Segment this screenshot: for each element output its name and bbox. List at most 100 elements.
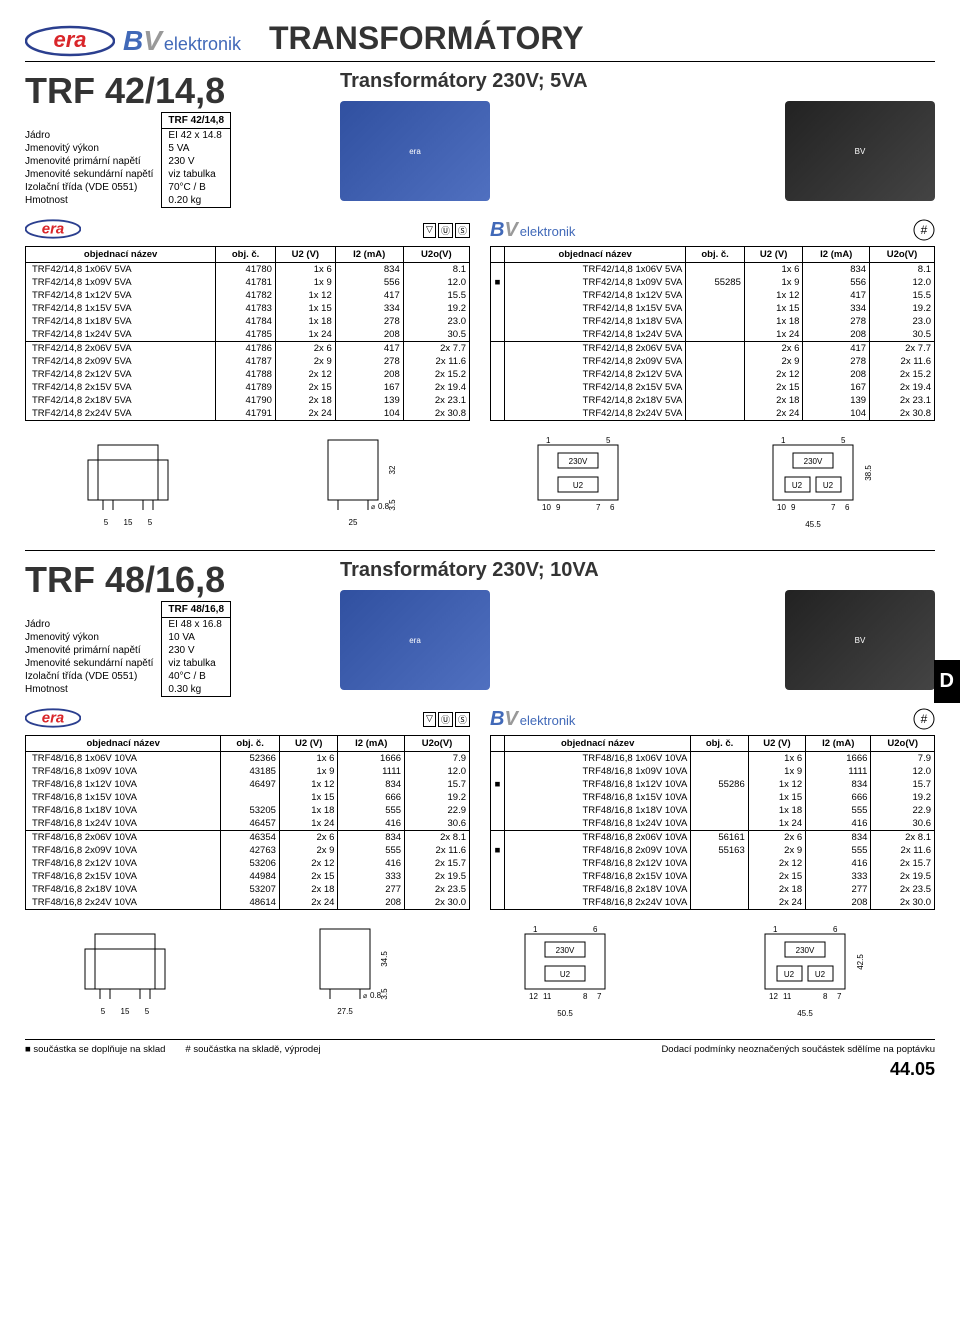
side-tab: D: [934, 660, 960, 703]
brand-row-right: BVelektronik #: [490, 216, 935, 244]
table-row: TRF42/14,8 1x15V 5VA1x 1533419.2: [491, 302, 935, 315]
section-2-header: TRF 48/16,8 TRF 48/16,8JádroEI 48 x 16.8…: [25, 559, 935, 697]
table-row: TRF42/14,8 2x15V 5VA417892x 151672x 19.4: [26, 381, 470, 394]
svg-text:6: 6: [593, 925, 598, 934]
model-col: TRF 42/14,8 TRF 42/14,8JádroEI 42 x 14.8…: [25, 70, 325, 208]
sub-title: Transformátory 230V; 5VA: [340, 70, 935, 93]
svg-text:8: 8: [583, 992, 588, 1001]
brand-row-right-2: BVelektronik #: [490, 705, 935, 733]
diagram-pinout-2b: 230V U2 U2 16 121187 45.5 42.5: [745, 924, 895, 1019]
model-title-2: TRF 48/16,8: [25, 559, 325, 601]
subtitle-col-2: Transformátory 230V; 10VA era BV: [340, 559, 935, 697]
table-row: TRF48/16,8 1x15V 10VA1x 1566619.2: [26, 791, 470, 804]
diagram-side-2: 5 15 5: [65, 924, 185, 1019]
table-row: TRF42/14,8 1x09V 5VA417811x 955612.0: [26, 276, 470, 289]
svg-text:9: 9: [556, 503, 561, 512]
table-row: TRF48/16,8 2x09V 10VA427632x 95552x 11.6: [26, 844, 470, 857]
bv-b: B: [123, 25, 143, 57]
product-image-era: era: [340, 101, 490, 201]
page: era BVelektronik TRANSFORMÁTORY TRF 42/1…: [0, 0, 960, 1100]
table-row: TRF48/16,8 2x24V 10VA486142x 242082x 30.…: [26, 896, 470, 910]
sub-title-2: Transformátory 230V; 10VA: [340, 559, 935, 582]
table-row: TRF48/16,8 1x09V 10VA431851x 9111112.0: [26, 765, 470, 778]
svg-text:230V: 230V: [556, 946, 575, 955]
era-logo-small: era: [25, 219, 81, 242]
table-row: TRF42/14,8 2x18V 5VA417902x 181392x 23.1: [26, 394, 470, 407]
csa-icon: Ⓢ: [455, 712, 470, 727]
bv-v: V: [143, 25, 162, 57]
table-row: TRF48/16,8 2x18V 10VA2x 182772x 23.5: [491, 883, 935, 896]
divider: [25, 61, 935, 62]
svg-text:34.5: 34.5: [380, 951, 389, 967]
bv-logo-small: BVelektronik: [490, 219, 575, 242]
svg-text:era: era: [42, 220, 64, 237]
svg-text:⌀: ⌀: [371, 504, 375, 511]
svg-text:1: 1: [533, 925, 538, 934]
svg-text:⌀: ⌀: [363, 993, 367, 1000]
svg-text:3.5: 3.5: [388, 499, 397, 511]
svg-text:5: 5: [101, 1007, 106, 1016]
csa-icon: Ⓢ: [455, 223, 470, 238]
svg-text:5: 5: [841, 436, 846, 445]
svg-text:5: 5: [147, 518, 152, 527]
table-row: TRF48/16,8 2x12V 10VA2x 124162x 15.7: [491, 857, 935, 870]
table-row: ■TRF42/14,8 1x09V 5VA552851x 955612.0: [491, 276, 935, 289]
page-number: 44.05: [890, 1059, 935, 1079]
table-row: TRF48/16,8 2x06V 10VA463542x 68342x 8.1: [26, 831, 470, 845]
svg-text:25: 25: [348, 518, 357, 527]
table-row: TRF42/14,8 1x18V 5VA1x 1827823.0: [491, 315, 935, 328]
footer: ■ součástka se doplňuje na sklad # součá…: [25, 1039, 935, 1055]
table-row: TRF48/16,8 2x12V 10VA532062x 124162x 15.…: [26, 857, 470, 870]
header: era BVelektronik TRANSFORMÁTORY: [25, 20, 935, 57]
table-row: TRF48/16,8 2x18V 10VA532072x 182772x 23.…: [26, 883, 470, 896]
svg-text:38.5: 38.5: [864, 465, 873, 481]
table-row: TRF42/14,8 2x24V 5VA417912x 241042x 30.8: [26, 407, 470, 421]
svg-text:#: #: [921, 712, 928, 726]
table-row: TRF42/14,8 2x15V 5VA2x 151672x 19.4: [491, 381, 935, 394]
table-row: TRF48/16,8 1x18V 10VA1x 1855522.9: [491, 804, 935, 817]
svg-text:5: 5: [145, 1007, 150, 1016]
table-row: ■TRF48/16,8 2x09V 10VA551632x 95552x 11.…: [491, 844, 935, 857]
section-2: TRF 48/16,8 TRF 48/16,8JádroEI 48 x 16.8…: [25, 559, 935, 1019]
page-title: TRANSFORMÁTORY: [269, 20, 584, 57]
svg-text:12: 12: [769, 992, 778, 1001]
svg-text:5: 5: [606, 436, 611, 445]
svg-text:42.5: 42.5: [856, 954, 865, 970]
svg-text:U2: U2: [784, 970, 795, 979]
footnote-2: # součástka na skladě, výprodej: [185, 1044, 320, 1055]
table-row: TRF48/16,8 2x06V 10VA561612x 68342x 8.1: [491, 831, 935, 845]
ul-icon: Ⓤ: [438, 223, 453, 238]
table-row: TRF48/16,8 2x15V 10VA449842x 153332x 19.…: [26, 870, 470, 883]
table-left-1: era ▽ⓊⓈ objednací názevobj. č.U2 (V)I2 (…: [25, 216, 470, 421]
svg-text:1: 1: [781, 436, 786, 445]
svg-text:50.5: 50.5: [557, 1009, 573, 1018]
svg-text:1: 1: [773, 925, 778, 934]
hash-logo-2: #: [913, 708, 935, 730]
svg-text:11: 11: [783, 992, 792, 1001]
cert-icons: ▽ⓊⓈ: [423, 223, 470, 238]
table-left-2: era ▽ⓊⓈ objednací názevobj. č.U2 (V)I2 (…: [25, 705, 470, 910]
svg-text:6: 6: [610, 503, 615, 512]
svg-text:230V: 230V: [796, 946, 815, 955]
era-logo-small-2: era: [25, 708, 81, 731]
subtitle-col: Transformátory 230V; 5VA era BV: [340, 70, 935, 208]
diagrams-2: 5155 ⌀0.8 27.5 34.5 3.5 230V U2 16 12118…: [25, 924, 935, 1019]
svg-text:45.5: 45.5: [797, 1009, 813, 1018]
svg-text:era: era: [53, 27, 86, 52]
table-row: TRF42/14,8 2x12V 5VA2x 122082x 15.2: [491, 368, 935, 381]
table-row: TRF42/14,8 2x12V 5VA417882x 122082x 15.2: [26, 368, 470, 381]
diagram-side-1: 5155: [68, 435, 188, 530]
table-row: TRF42/14,8 2x18V 5VA2x 181392x 23.1: [491, 394, 935, 407]
brand-row-left-2: era ▽ⓊⓈ: [25, 705, 470, 733]
hash-logo: #: [913, 219, 935, 241]
svg-text:8: 8: [823, 992, 828, 1001]
cert-icons-2: ▽ⓊⓈ: [423, 712, 470, 727]
page-number-row: 44.05: [25, 1059, 935, 1080]
svg-text:15: 15: [121, 1007, 130, 1016]
data-table-1-right: objednací názevobj. č.U2 (V)I2 (mA)U2o(V…: [490, 246, 935, 421]
table-row: TRF42/14,8 1x06V 5VA417801x 68348.1: [26, 263, 470, 277]
table-row: TRF48/16,8 1x15V 10VA1x 1566619.2: [491, 791, 935, 804]
svg-text:U2: U2: [560, 970, 571, 979]
table-row: TRF48/16,8 2x24V 10VA2x 242082x 30.0: [491, 896, 935, 910]
section-1-header: TRF 42/14,8 TRF 42/14,8JádroEI 42 x 14.8…: [25, 70, 935, 208]
